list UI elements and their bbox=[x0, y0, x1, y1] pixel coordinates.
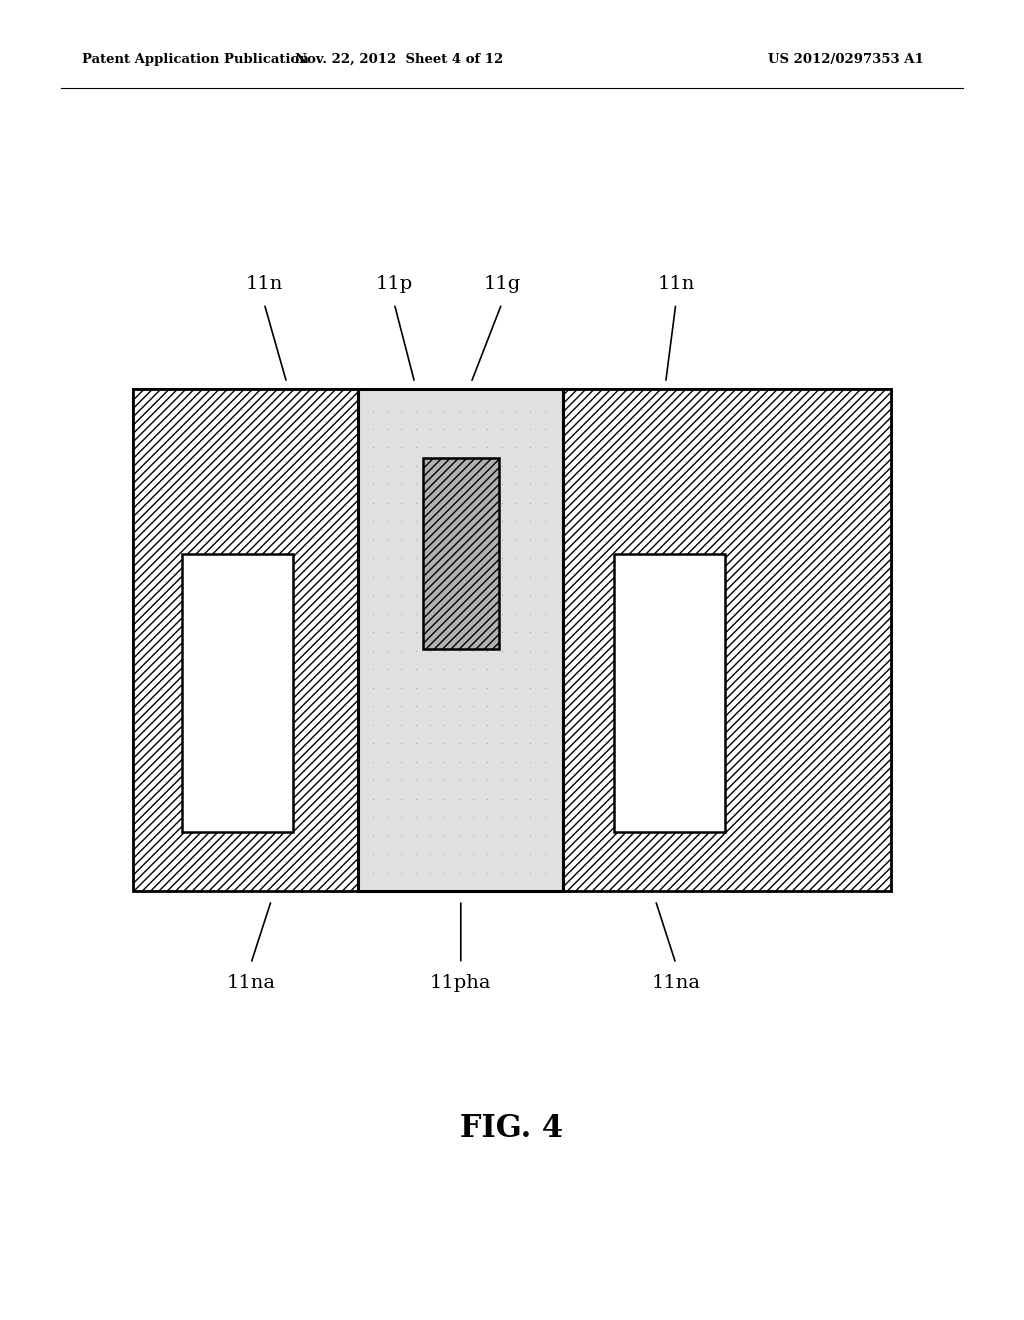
Text: 11n: 11n bbox=[246, 275, 283, 293]
Text: 11na: 11na bbox=[651, 974, 700, 993]
Bar bbox=[423, 458, 499, 649]
Text: 11p: 11p bbox=[376, 275, 413, 293]
Bar bbox=[182, 554, 293, 832]
Text: FIG. 4: FIG. 4 bbox=[461, 1113, 563, 1144]
Text: Patent Application Publication: Patent Application Publication bbox=[82, 53, 308, 66]
Bar bbox=[133, 389, 358, 891]
Bar bbox=[133, 389, 891, 799]
Bar bbox=[563, 389, 891, 891]
Bar bbox=[358, 389, 563, 891]
Text: 11g: 11g bbox=[483, 275, 520, 293]
Text: 11n: 11n bbox=[657, 275, 694, 293]
Text: 11na: 11na bbox=[226, 974, 275, 993]
Text: 11pha: 11pha bbox=[430, 974, 492, 993]
Text: US 2012/0297353 A1: US 2012/0297353 A1 bbox=[768, 53, 924, 66]
Bar bbox=[614, 554, 725, 832]
Text: Nov. 22, 2012  Sheet 4 of 12: Nov. 22, 2012 Sheet 4 of 12 bbox=[295, 53, 504, 66]
